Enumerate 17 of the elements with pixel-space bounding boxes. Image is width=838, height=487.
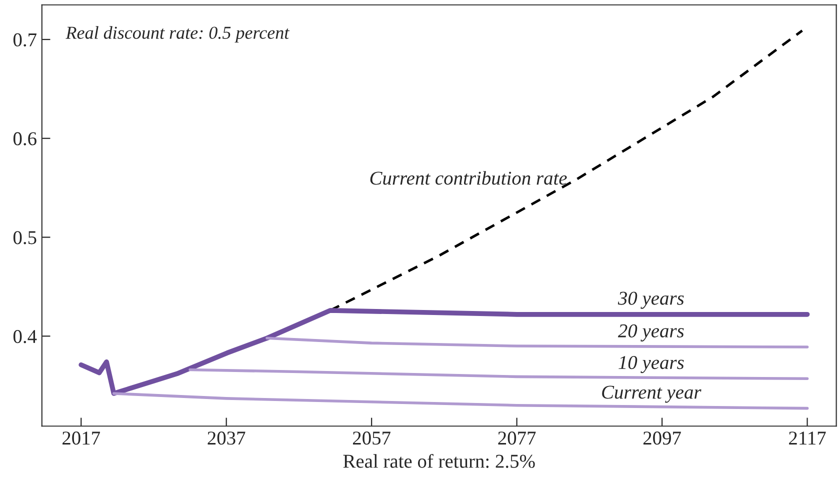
series-label: Current contribution rate [370, 171, 567, 185]
x-tick-label: 2037 [208, 432, 246, 445]
x-tick-label: 2017 [62, 432, 100, 445]
x-tick-label: 2057 [352, 432, 390, 445]
x-tick-label: 2077 [498, 432, 536, 445]
y-tick-label: 0.5 [13, 231, 36, 244]
x-tick-label: 2097 [643, 432, 681, 445]
x-axis-title: Real rate of return: 2.5% [343, 454, 535, 468]
y-tick-label: 0.7 [13, 33, 36, 47]
y-tick-label: 0.6 [13, 132, 36, 146]
series-label: 10 years [618, 356, 684, 374]
series-label: 20 years [618, 324, 684, 342]
x-tick-label: 2117 [789, 432, 826, 444]
series-label: 30 years [618, 292, 684, 309]
annotation: Real discount rate: 0.5 percent [66, 26, 290, 43]
y-tick-label: 0.4 [13, 330, 37, 344]
series-label: Current year [602, 386, 702, 403]
